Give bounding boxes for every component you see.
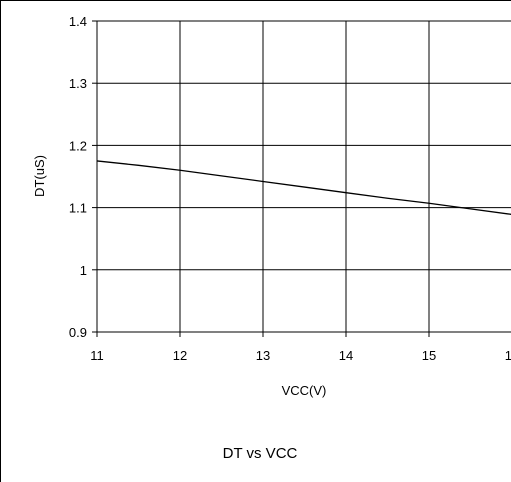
y-tick-label: 1.2 — [69, 138, 87, 153]
chart-title: DT vs VCC — [223, 445, 298, 462]
y-tick-label: 0.9 — [69, 325, 87, 340]
y-tick-label: 1.4 — [69, 14, 87, 29]
x-tick-label: 11 — [90, 348, 104, 363]
x-tick-label: 15 — [422, 348, 436, 363]
x-axis-label: VCC(V) — [282, 383, 327, 398]
x-tick-label: 16 — [505, 348, 511, 363]
y-tick-label: 1.1 — [69, 201, 87, 216]
series-layer — [96, 160, 511, 215]
x-tick-label: 14 — [339, 348, 353, 363]
y-tick-label: 1 — [80, 263, 87, 278]
y-tick-label: 1.3 — [69, 76, 87, 91]
y-axis-label: DT(uS) — [32, 155, 47, 197]
series-line — [96, 160, 511, 215]
x-tick-label: 12 — [173, 348, 187, 363]
tick-labels: 11 12 13 14 15 16 0.9 1 1.1 1.2 1.3 1.4 — [69, 14, 511, 363]
plot-area — [96, 20, 511, 333]
grid-lines — [92, 20, 511, 337]
x-tick-label: 13 — [256, 348, 270, 363]
